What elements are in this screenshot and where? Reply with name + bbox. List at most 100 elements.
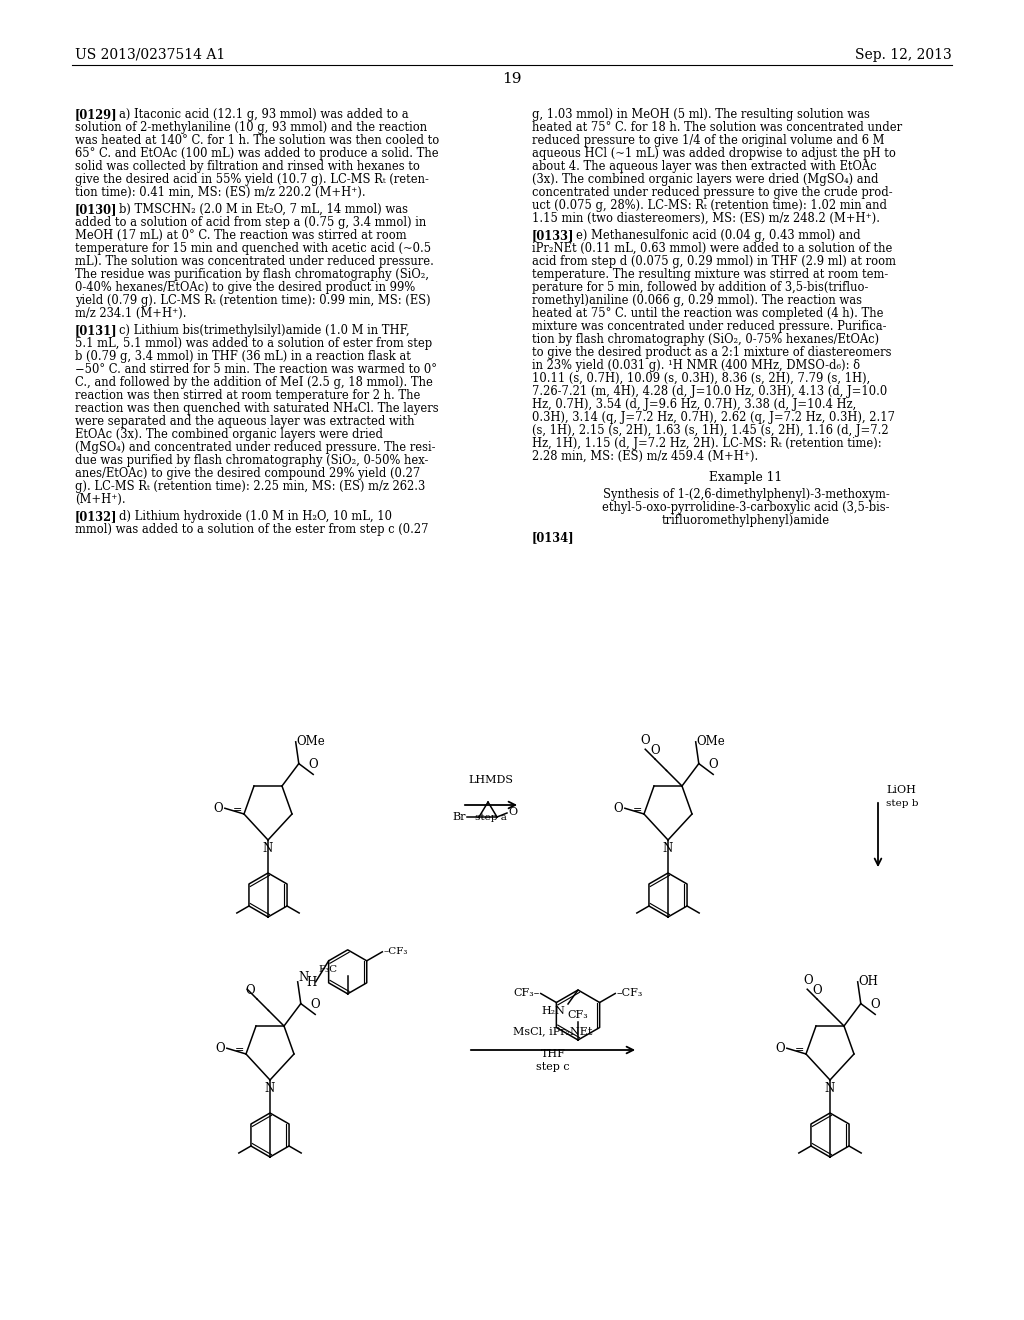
Text: 2.28 min, MS: (ES) m/z 459.4 (M+H⁺).: 2.28 min, MS: (ES) m/z 459.4 (M+H⁺). [532, 450, 758, 463]
Text: MsCl, iPr₂NEt: MsCl, iPr₂NEt [513, 1026, 593, 1036]
Text: O: O [804, 974, 813, 987]
Text: g). LC-MS Rₜ (retention time): 2.25 min, MS: (ES) m/z 262.3: g). LC-MS Rₜ (retention time): 2.25 min,… [75, 480, 425, 492]
Text: concentrated under reduced pressure to give the crude prod-: concentrated under reduced pressure to g… [532, 186, 893, 199]
Text: F₃C: F₃C [318, 965, 338, 974]
Text: Example 11: Example 11 [710, 471, 782, 484]
Text: O: O [640, 734, 650, 747]
Text: US 2013/0237514 A1: US 2013/0237514 A1 [75, 48, 225, 62]
Text: H₂N: H₂N [541, 1006, 565, 1016]
Text: O: O [508, 807, 517, 817]
Text: uct (0.075 g, 28%). LC-MS: Rₜ (retention time): 1.02 min and: uct (0.075 g, 28%). LC-MS: Rₜ (retention… [532, 199, 887, 213]
Text: O: O [775, 1041, 784, 1055]
Text: LHMDS: LHMDS [469, 775, 513, 785]
Text: tion time): 0.41 min, MS: (ES) m/z 220.2 (M+H⁺).: tion time): 0.41 min, MS: (ES) m/z 220.2… [75, 186, 366, 199]
Text: give the desired acid in 55% yield (10.7 g). LC-MS Rₜ (reten-: give the desired acid in 55% yield (10.7… [75, 173, 429, 186]
Text: [0129]: [0129] [75, 108, 118, 121]
Text: b) TMSCHN₂ (2.0 M in Et₂O, 7 mL, 14 mmol) was: b) TMSCHN₂ (2.0 M in Et₂O, 7 mL, 14 mmol… [119, 203, 408, 216]
Text: (M+H⁺).: (M+H⁺). [75, 492, 126, 506]
Text: 1.15 min (two diastereomers), MS: (ES) m/z 248.2 (M+H⁺).: 1.15 min (two diastereomers), MS: (ES) m… [532, 213, 880, 224]
Text: romethyl)aniline (0.066 g, 0.29 mmol). The reaction was: romethyl)aniline (0.066 g, 0.29 mmol). T… [532, 294, 862, 308]
Text: b (0.79 g, 3.4 mmol) in THF (36 mL) in a reaction flask at: b (0.79 g, 3.4 mmol) in THF (36 mL) in a… [75, 350, 411, 363]
Text: g, 1.03 mmol) in MeOH (5 ml). The resulting solution was: g, 1.03 mmol) in MeOH (5 ml). The result… [532, 108, 869, 121]
Text: O: O [709, 759, 718, 771]
Text: –CF₃: –CF₃ [616, 989, 643, 998]
Text: tion by flash chromatography (SiO₂, 0-75% hexanes/EtOAc): tion by flash chromatography (SiO₂, 0-75… [532, 333, 880, 346]
Text: [0134]: [0134] [532, 531, 574, 544]
Text: H: H [307, 977, 317, 989]
Text: trifluoromethylphenyl)amide: trifluoromethylphenyl)amide [662, 513, 830, 527]
Text: O: O [650, 744, 659, 758]
Text: reduced pressure to give 1/4 of the original volume and 6 M: reduced pressure to give 1/4 of the orig… [532, 135, 885, 147]
Text: 10.11 (s, 0.7H), 10.09 (s, 0.3H), 8.36 (s, 2H), 7.79 (s, 1H),: 10.11 (s, 0.7H), 10.09 (s, 0.3H), 8.36 (… [532, 372, 870, 385]
Text: 5.1 mL, 5.1 mmol) was added to a solution of ester from step: 5.1 mL, 5.1 mmol) was added to a solutio… [75, 337, 432, 350]
Text: solid was collected by filtration and rinsed with hexanes to: solid was collected by filtration and ri… [75, 160, 420, 173]
Text: about 4. The aqueous layer was then extracted with EtOAc: about 4. The aqueous layer was then extr… [532, 160, 877, 173]
Text: O: O [310, 998, 321, 1011]
Text: solution of 2-methylaniline (10 g, 93 mmol) and the reaction: solution of 2-methylaniline (10 g, 93 mm… [75, 121, 427, 135]
Text: anes/EtOAc) to give the desired compound 29% yield (0.27: anes/EtOAc) to give the desired compound… [75, 467, 420, 480]
Text: due was purified by flash chromatography (SiO₂, 0-50% hex-: due was purified by flash chromatography… [75, 454, 428, 467]
Text: LiOH: LiOH [886, 785, 915, 795]
Text: OH: OH [859, 975, 879, 989]
Text: O: O [246, 985, 255, 997]
Text: −50° C. and stirred for 5 min. The reaction was warmed to 0°: −50° C. and stirred for 5 min. The react… [75, 363, 437, 376]
Text: Hz, 0.7H), 3.54 (d, J=9.6 Hz, 0.7H), 3.38 (d, J=10.4 Hz,: Hz, 0.7H), 3.54 (d, J=9.6 Hz, 0.7H), 3.3… [532, 399, 856, 411]
Text: CF₃–: CF₃– [513, 989, 540, 998]
Text: a) Itaconic acid (12.1 g, 93 mmol) was added to a: a) Itaconic acid (12.1 g, 93 mmol) was a… [119, 108, 409, 121]
Text: mmol) was added to a solution of the ester from step c (0.27: mmol) was added to a solution of the est… [75, 523, 428, 536]
Text: 19: 19 [502, 73, 522, 86]
Text: heated at 75° C. until the reaction was completed (4 h). The: heated at 75° C. until the reaction was … [532, 308, 884, 319]
Text: in 23% yield (0.031 g). ¹H NMR (400 MHz, DMSO-d₆): δ: in 23% yield (0.031 g). ¹H NMR (400 MHz,… [532, 359, 860, 372]
Text: O: O [870, 998, 880, 1011]
Text: =: = [796, 1045, 805, 1055]
Text: c) Lithium bis(trimethylsilyl)amide (1.0 M in THF,: c) Lithium bis(trimethylsilyl)amide (1.0… [119, 323, 410, 337]
Text: (s, 1H), 2.15 (s, 2H), 1.63 (s, 1H), 1.45 (s, 2H), 1.16 (d, J=7.2: (s, 1H), 2.15 (s, 2H), 1.63 (s, 1H), 1.4… [532, 424, 889, 437]
Text: 65° C. and EtOAc (100 mL) was added to produce a solid. The: 65° C. and EtOAc (100 mL) was added to p… [75, 147, 438, 160]
Text: were separated and the aqueous layer was extracted with: were separated and the aqueous layer was… [75, 414, 415, 428]
Text: d) Lithium hydroxide (1.0 M in H₂O, 10 mL, 10: d) Lithium hydroxide (1.0 M in H₂O, 10 m… [119, 510, 392, 523]
Text: –CF₃: –CF₃ [383, 948, 408, 956]
Text: The residue was purification by flash chromatography (SiO₂,: The residue was purification by flash ch… [75, 268, 429, 281]
Text: N: N [263, 842, 273, 855]
Text: Synthesis of 1-(2,6-dimethylphenyl)-3-methoxym-: Synthesis of 1-(2,6-dimethylphenyl)-3-me… [603, 488, 890, 502]
Text: =: = [236, 1045, 245, 1055]
Text: Sep. 12, 2013: Sep. 12, 2013 [855, 48, 952, 62]
Text: N: N [663, 842, 673, 855]
Text: was heated at 140° C. for 1 h. The solution was then cooled to: was heated at 140° C. for 1 h. The solut… [75, 135, 439, 147]
Text: added to a solution of acid from step a (0.75 g, 3.4 mmol) in: added to a solution of acid from step a … [75, 216, 426, 228]
Text: step c: step c [537, 1063, 569, 1072]
Text: Br: Br [453, 812, 466, 822]
Text: [0130]: [0130] [75, 203, 118, 216]
Text: step a: step a [475, 813, 507, 822]
Text: =: = [633, 805, 643, 814]
Text: 0-40% hexanes/EtOAc) to give the desired product in 99%: 0-40% hexanes/EtOAc) to give the desired… [75, 281, 416, 294]
Text: MeOH (17 mL) at 0° C. The reaction was stirred at room: MeOH (17 mL) at 0° C. The reaction was s… [75, 228, 407, 242]
Text: step b: step b [886, 799, 919, 808]
Text: CF₃: CF₃ [567, 1010, 589, 1020]
Text: THF: THF [541, 1049, 565, 1059]
Text: EtOAc (3x). The combined organic layers were dried: EtOAc (3x). The combined organic layers … [75, 428, 383, 441]
Text: perature for 5 min, followed by addition of 3,5-bis(trifluo-: perature for 5 min, followed by addition… [532, 281, 868, 294]
Text: [0132]: [0132] [75, 510, 118, 523]
Text: 7.26-7.21 (m, 4H), 4.28 (d, J=10.0 Hz, 0.3H), 4.13 (d, J=10.0: 7.26-7.21 (m, 4H), 4.28 (d, J=10.0 Hz, 0… [532, 385, 887, 399]
Text: (3x). The combined organic layers were dried (MgSO₄) and: (3x). The combined organic layers were d… [532, 173, 879, 186]
Text: e) Methanesulfonic acid (0.04 g, 0.43 mmol) and: e) Methanesulfonic acid (0.04 g, 0.43 mm… [575, 228, 860, 242]
Text: O: O [213, 801, 223, 814]
Text: heated at 75° C. for 18 h. The solution was concentrated under: heated at 75° C. for 18 h. The solution … [532, 121, 902, 135]
Text: acid from step d (0.075 g, 0.29 mmol) in THF (2.9 ml) at room: acid from step d (0.075 g, 0.29 mmol) in… [532, 255, 896, 268]
Text: O: O [613, 801, 623, 814]
Text: O: O [308, 759, 318, 771]
Text: N: N [825, 1082, 836, 1096]
Text: N: N [265, 1082, 275, 1096]
Text: OMe: OMe [696, 735, 725, 748]
Text: reaction was then quenched with saturated NH₄Cl. The layers: reaction was then quenched with saturate… [75, 403, 438, 414]
Text: iPr₂NEt (0.11 mL, 0.63 mmol) were added to a solution of the: iPr₂NEt (0.11 mL, 0.63 mmol) were added … [532, 242, 892, 255]
Text: m/z 234.1 (M+H⁺).: m/z 234.1 (M+H⁺). [75, 308, 186, 319]
Text: O: O [215, 1041, 225, 1055]
Text: 0.3H), 3.14 (q, J=7.2 Hz, 0.7H), 2.62 (q, J=7.2 Hz, 0.3H), 2.17: 0.3H), 3.14 (q, J=7.2 Hz, 0.7H), 2.62 (q… [532, 411, 895, 424]
Text: ethyl-5-oxo-pyrrolidine-3-carboxylic acid (3,5-bis-: ethyl-5-oxo-pyrrolidine-3-carboxylic aci… [602, 502, 890, 513]
Text: temperature for 15 min and quenched with acetic acid (~0.5: temperature for 15 min and quenched with… [75, 242, 431, 255]
Text: reaction was then stirred at room temperature for 2 h. The: reaction was then stirred at room temper… [75, 389, 421, 403]
Text: mL). The solution was concentrated under reduced pressure.: mL). The solution was concentrated under… [75, 255, 434, 268]
Text: yield (0.79 g). LC-MS Rₜ (retention time): 0.99 min, MS: (ES): yield (0.79 g). LC-MS Rₜ (retention time… [75, 294, 431, 308]
